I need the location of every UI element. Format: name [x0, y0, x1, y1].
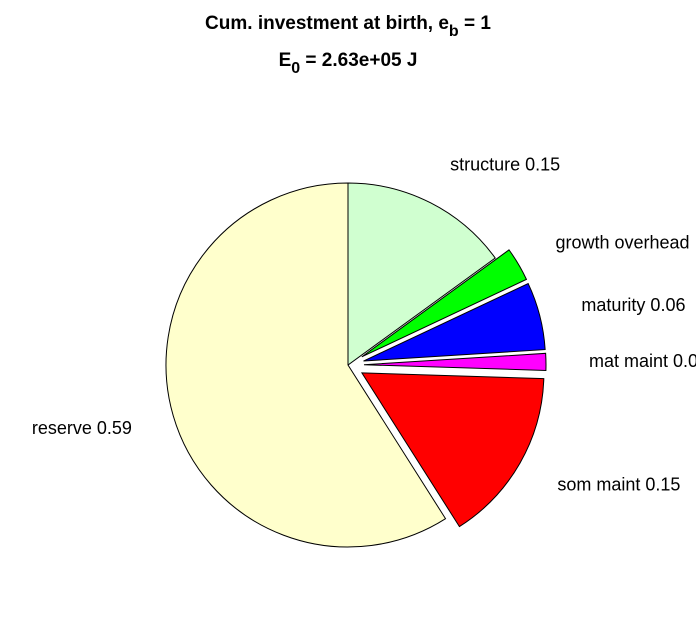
title-2-sub: 0: [291, 60, 300, 77]
slice-label-structure: structure 0.15: [450, 155, 560, 175]
title-2-tail: = 2.63e+05 J: [300, 50, 417, 71]
slice-label-som-maint: som maint 0.15: [557, 474, 680, 494]
slice-label-reserve: reserve 0.59: [32, 418, 132, 438]
title-1-tail: = 1: [459, 13, 492, 34]
slice-label-mat-maint: mat maint 0.0: [589, 351, 696, 371]
pie-slices: [165, 182, 547, 548]
pie-slice-maturity: [363, 282, 546, 362]
pie-slice-reserve: [165, 182, 447, 548]
pie-slice-mat-maint: [363, 352, 547, 371]
pie-slice-structure: [347, 182, 496, 366]
title-1-sub: b: [449, 23, 459, 40]
pie-slice-growth-overhead: [361, 249, 528, 358]
chart-title-line-1: Cum. investment at birth, eb = 1: [205, 13, 491, 40]
chart-title-line-2: E0 = 2.63e+05 J: [279, 50, 418, 77]
pie-slice-som-maint: [360, 372, 545, 528]
slice-label-growth-overhead: growth overhead: [555, 232, 689, 252]
title-2-main: E: [279, 50, 292, 71]
pie-labels: structure 0.15 growth overhead maturity 0.…: [32, 155, 696, 495]
slice-label-maturity: maturity 0.06: [581, 295, 685, 315]
title-1-main: Cum. investment at birth, e: [205, 13, 449, 34]
